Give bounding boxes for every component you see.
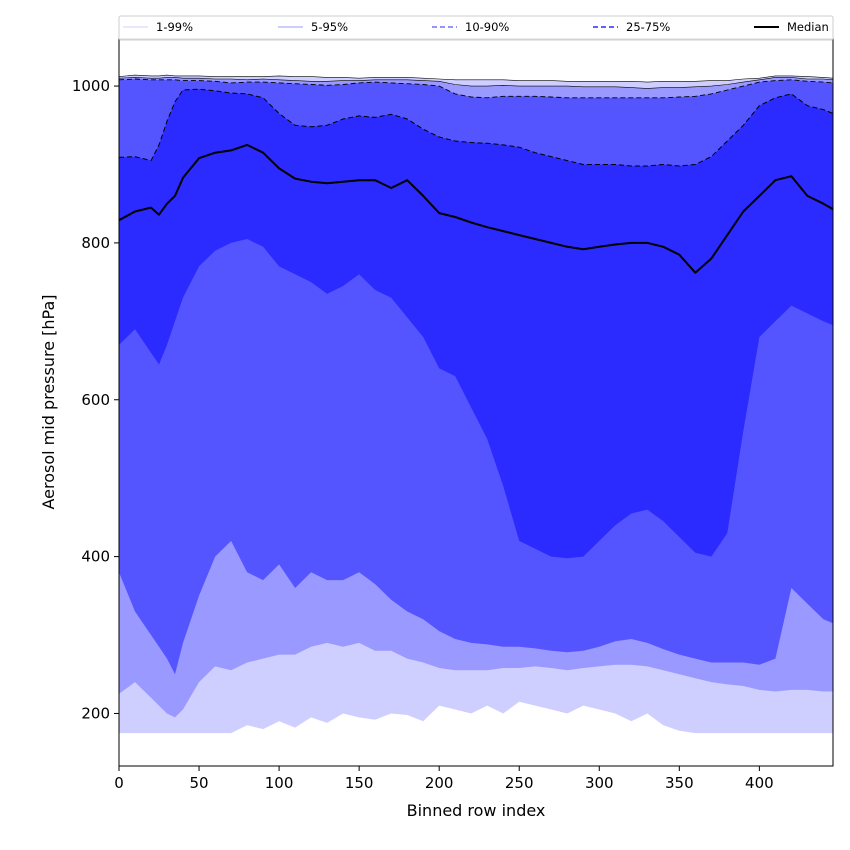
median-layer [119,143,833,274]
y-axis-label: Aerosol mid pressure [hPa] [39,294,58,509]
x-tick-label: 50 [189,774,208,792]
legend-label: 1-99% [156,20,193,34]
x-tick-label: 200 [425,774,454,792]
legend: 1-99% 5-95% 10-90% 25-75% Median [118,15,834,41]
y-tick-label: 800 [81,234,110,252]
band-edge-25-75 [119,88,833,167]
legend-label: 5-95% [311,20,348,34]
x-tick-label: 100 [265,774,294,792]
y-tick-label: 400 [81,548,110,566]
legend-label: 10-90% [465,20,509,34]
band-area-25-75 [119,89,833,559]
band-edge-10-90 [119,78,833,99]
x-axis: 0 50 100 150 200 250 300 350 400 [114,766,774,792]
band-edge-1-99 [119,74,833,83]
band-layer [119,74,833,734]
x-tick-label: 0 [114,774,124,792]
legend-frame [118,15,834,41]
band-edge-5-95 [119,77,833,89]
x-tick-label: 300 [585,774,614,792]
y-tick-label: 200 [81,704,110,722]
y-tick-label: 600 [81,391,110,409]
y-tick-label: 1000 [72,77,110,95]
x-tick-label: 350 [665,774,694,792]
x-axis-label: Binned row index [407,801,546,820]
median-line [119,143,833,274]
legend-label: Median [787,20,829,34]
x-tick-label: 400 [745,774,774,792]
x-tick-label: 150 [345,774,374,792]
legend-label: 25-75% [626,20,670,34]
x-tick-label: 250 [505,774,534,792]
y-axis: 200 400 600 800 1000 [72,77,119,722]
